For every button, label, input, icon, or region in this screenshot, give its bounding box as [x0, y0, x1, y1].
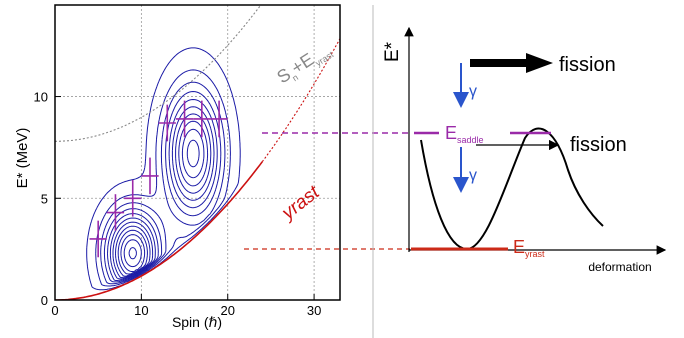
- potential-energy-curve: [420, 127, 604, 251]
- data-marker-cross: [124, 179, 142, 217]
- contour-level: [100, 81, 226, 285]
- contour-level: [107, 99, 218, 281]
- data-marker-cross: [158, 104, 176, 142]
- sn-plus-yrast-curve: [55, 5, 262, 142]
- sn-label-sub2: yrast: [314, 49, 336, 68]
- y-axis-label: E* (MeV): [14, 128, 31, 189]
- data-marker-cross: [89, 220, 107, 258]
- contour-level: [112, 113, 212, 279]
- contour-level: [109, 106, 215, 280]
- e-saddle-main: E: [445, 123, 457, 143]
- data-markers: [89, 100, 228, 258]
- y-tick-label: 0: [41, 293, 48, 308]
- x-tick-label: 0: [51, 303, 58, 318]
- x-tick-label: 10: [134, 303, 148, 318]
- data-marker-cross: [106, 194, 125, 231]
- diagram-x-label: deformation: [588, 260, 651, 274]
- contour-level: [123, 239, 142, 268]
- data-marker-cross: [141, 157, 159, 195]
- y-tick-label: 5: [41, 191, 48, 206]
- e-yrast-main: E: [513, 237, 525, 257]
- e-saddle-sub: saddle: [457, 135, 484, 145]
- data-marker-cross: [175, 100, 194, 138]
- gamma-label-bottom: γ: [469, 167, 477, 184]
- data-marker-cross: [193, 100, 211, 138]
- plot-frame: [54, 4, 341, 301]
- fission-diagram-panel: E* deformation Esaddle Eyrast γ γ fissio…: [382, 26, 667, 274]
- x-tick-label: 30: [307, 303, 321, 318]
- e-yrast-label: Eyrast: [513, 237, 545, 259]
- fission-label-mid: fission: [570, 134, 627, 156]
- yrast-curve-label: yrast: [277, 182, 325, 226]
- data-marker-cross: [210, 100, 228, 138]
- contour-level: [128, 247, 137, 260]
- fission-arrow-top-head: [526, 53, 553, 73]
- fission-label-top: fission: [559, 54, 616, 76]
- axis-ticks: 0 10 20 30 0 5 10: [34, 90, 322, 318]
- contour-level: [95, 69, 231, 287]
- contour-level: [86, 47, 241, 291]
- sn-label-sub1: n: [290, 72, 300, 83]
- yrast-extension-curve: [261, 38, 340, 163]
- e-yrast-sub: yrast: [525, 249, 545, 259]
- gamma-label-top: γ: [469, 83, 477, 100]
- sn-yrast-label: Sn+Eyrast: [273, 38, 335, 90]
- contour-level: [117, 128, 205, 275]
- x-tick-label: 20: [220, 303, 234, 318]
- yrast-curve: [55, 161, 263, 300]
- e-saddle-label: Esaddle: [445, 123, 484, 145]
- diagram-y-label: E*: [382, 41, 403, 62]
- contour-lines: [86, 47, 241, 291]
- x-axis-label: Spin (ℏ): [172, 314, 222, 330]
- y-tick-label: 10: [34, 90, 48, 105]
- contour-level: [120, 139, 200, 272]
- model-curves: [55, 5, 340, 300]
